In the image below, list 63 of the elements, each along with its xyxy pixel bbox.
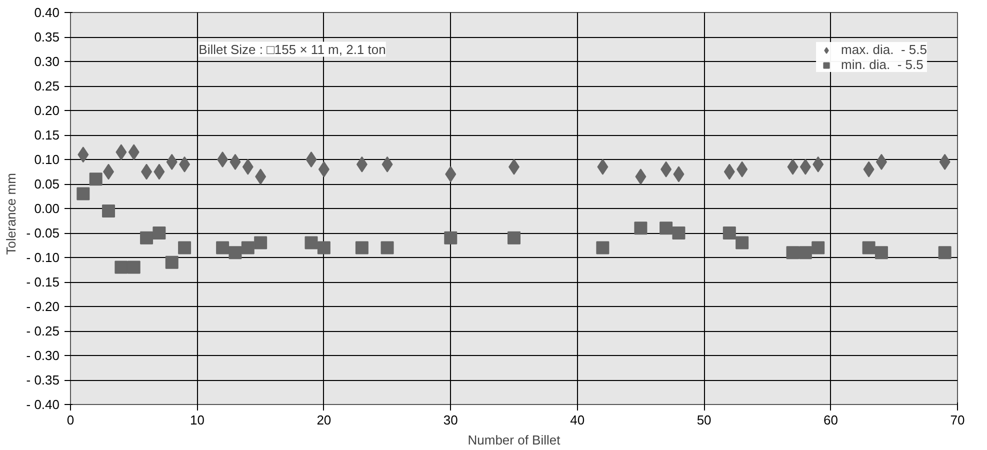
y-tick-label: - 0.10 bbox=[26, 250, 60, 265]
point bbox=[508, 231, 520, 244]
point bbox=[165, 256, 178, 269]
y-tick-label: 0.20 bbox=[34, 103, 60, 118]
point bbox=[812, 241, 825, 254]
point bbox=[317, 241, 330, 254]
y-tick-label: 0.15 bbox=[34, 128, 60, 142]
point bbox=[217, 152, 228, 168]
y-tick-label: - 0.05 bbox=[26, 226, 60, 240]
point bbox=[380, 241, 394, 254]
y-tick-label: 0.10 bbox=[34, 152, 60, 167]
point bbox=[798, 246, 812, 260]
x-axis-title: Number of Billet bbox=[468, 432, 561, 448]
y-tick-label: 0.25 bbox=[34, 78, 60, 94]
legend-label: max. dia. - 5.5 bbox=[841, 42, 927, 57]
point bbox=[672, 226, 686, 240]
point bbox=[786, 246, 800, 260]
y-tick-label: - 0.25 bbox=[26, 324, 60, 338]
y-tick-label: 0.35 bbox=[34, 30, 60, 44]
point bbox=[102, 204, 116, 218]
x-tick-label: 60 bbox=[824, 412, 838, 428]
point bbox=[634, 222, 648, 235]
x-tick-label: 30 bbox=[443, 412, 458, 428]
point bbox=[660, 222, 673, 235]
point bbox=[596, 241, 610, 254]
point bbox=[152, 226, 166, 240]
point bbox=[254, 236, 268, 250]
point bbox=[76, 187, 90, 200]
point bbox=[178, 241, 192, 254]
point bbox=[89, 172, 102, 186]
point bbox=[114, 260, 128, 274]
point bbox=[127, 260, 140, 274]
y-tick-label: 0.40 bbox=[34, 5, 60, 20]
point bbox=[304, 236, 318, 250]
x-tick-label: 70 bbox=[950, 412, 965, 428]
x-tick-label: 50 bbox=[696, 412, 712, 428]
point bbox=[355, 241, 368, 254]
point bbox=[444, 231, 458, 244]
y-tick-label: - 0.35 bbox=[26, 372, 60, 388]
y-tick-label: - 0.15 bbox=[26, 274, 60, 290]
y-tick-label: 0.30 bbox=[34, 54, 60, 69]
y-tick-label: - 0.40 bbox=[26, 397, 60, 412]
x-tick-label: 10 bbox=[190, 412, 204, 428]
x-tick-label: 20 bbox=[316, 412, 332, 428]
point bbox=[736, 236, 749, 250]
legend-label: min. dia. - 5.5 bbox=[841, 57, 924, 72]
point bbox=[874, 246, 888, 260]
point bbox=[938, 246, 952, 260]
y-axis-title: Tolerance mm bbox=[3, 173, 18, 255]
y-tick-label: - 0.20 bbox=[26, 299, 60, 314]
annotation: Billet Size : □155 × 11 m, 2.1 ton bbox=[198, 42, 386, 57]
point bbox=[216, 241, 230, 254]
point bbox=[306, 152, 317, 168]
y-tick-label: 0.00 bbox=[34, 201, 60, 216]
point bbox=[241, 241, 254, 254]
x-tick-label: 0 bbox=[66, 412, 74, 428]
y-tick-label: 0.05 bbox=[34, 176, 60, 192]
point bbox=[140, 231, 154, 244]
point bbox=[862, 241, 876, 254]
x-tick-label: 40 bbox=[570, 412, 585, 428]
y-tick-label: - 0.30 bbox=[26, 348, 60, 363]
point bbox=[228, 246, 242, 260]
point bbox=[722, 226, 736, 240]
